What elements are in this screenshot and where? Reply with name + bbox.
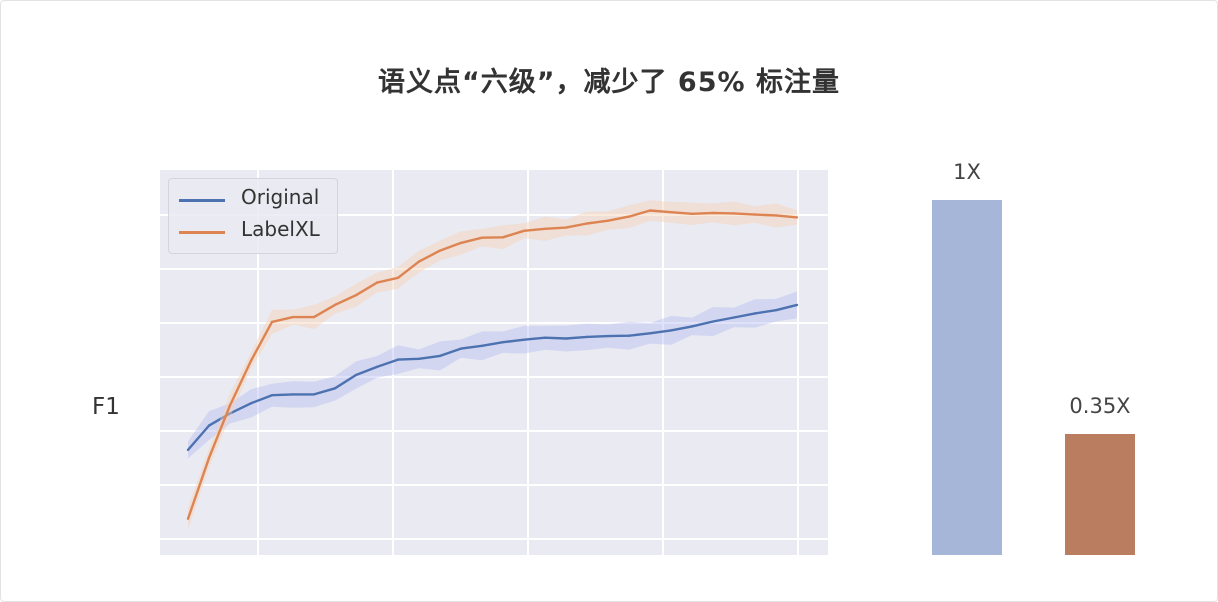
data-point-labelxl bbox=[753, 213, 757, 216]
data-point-original bbox=[459, 347, 463, 350]
data-point-labelxl bbox=[186, 517, 190, 520]
data-point-original bbox=[795, 303, 799, 307]
bar-data-label-original: 1X bbox=[953, 160, 981, 184]
data-point-original bbox=[480, 344, 484, 348]
data-point-original bbox=[564, 337, 568, 340]
data-point-original bbox=[333, 387, 337, 390]
data-point-original bbox=[375, 365, 379, 369]
series-line-original bbox=[187, 303, 798, 451]
data-point-original bbox=[228, 412, 232, 415]
data-point-original bbox=[585, 335, 589, 339]
legend-label-original: Original bbox=[241, 185, 320, 209]
bar-labelxl bbox=[1065, 434, 1135, 555]
data-point-original bbox=[690, 325, 694, 328]
data-point-original bbox=[270, 394, 274, 397]
data-point-original bbox=[312, 393, 316, 396]
data-point-labelxl bbox=[627, 215, 631, 218]
data-point-labelxl bbox=[312, 315, 316, 319]
data-point-original bbox=[543, 336, 547, 339]
data-point-labelxl bbox=[585, 222, 589, 225]
data-point-labelxl bbox=[438, 249, 442, 252]
data-point-original bbox=[648, 332, 652, 335]
legend: Original LabelXL bbox=[168, 178, 338, 254]
data-point-labelxl bbox=[270, 320, 274, 324]
data-point-labelxl bbox=[543, 227, 547, 230]
bar-data-label-labelxl: 0.35X bbox=[1069, 394, 1131, 418]
series-line-labelxl bbox=[186, 209, 798, 520]
data-point-labelxl bbox=[732, 212, 736, 215]
legend-label-labelxl: LabelXL bbox=[241, 217, 320, 241]
data-point-original bbox=[753, 312, 757, 315]
data-point-original bbox=[396, 358, 400, 361]
data-point-labelxl bbox=[396, 276, 400, 279]
data-point-original bbox=[417, 357, 421, 360]
legend-swatch-original bbox=[179, 199, 225, 202]
data-point-labelxl bbox=[522, 229, 526, 232]
data-point-original bbox=[354, 373, 358, 377]
data-point-original bbox=[249, 402, 253, 405]
data-point-labelxl bbox=[690, 212, 694, 215]
data-point-labelxl bbox=[795, 216, 799, 219]
data-point-labelxl bbox=[711, 211, 715, 215]
data-point-original bbox=[291, 393, 295, 396]
chart-title: 语义点“六级”，减少了 65% 标注量 bbox=[378, 67, 840, 98]
chart-canvas bbox=[160, 170, 1135, 555]
data-point-labelxl bbox=[207, 456, 211, 460]
data-point-labelxl bbox=[606, 219, 610, 222]
data-point-original bbox=[711, 320, 715, 323]
data-point-labelxl bbox=[480, 236, 484, 239]
data-point-labelxl bbox=[291, 315, 295, 319]
data-point-labelxl bbox=[417, 260, 421, 263]
data-point-original bbox=[438, 354, 442, 358]
data-point-labelxl bbox=[375, 281, 379, 284]
data-point-original bbox=[774, 308, 778, 312]
data-point-labelxl bbox=[459, 241, 463, 245]
data-point-original bbox=[732, 316, 736, 319]
data-point-labelxl bbox=[669, 210, 673, 214]
data-point-labelxl bbox=[228, 404, 232, 407]
data-point-original bbox=[501, 340, 505, 344]
data-point-original bbox=[627, 334, 631, 337]
data-point-labelxl bbox=[354, 293, 358, 297]
data-point-labelxl bbox=[564, 226, 568, 229]
data-point-labelxl bbox=[333, 303, 337, 307]
data-point-original bbox=[207, 424, 211, 427]
data-point-labelxl bbox=[501, 236, 505, 239]
data-point-original bbox=[606, 334, 610, 338]
bar-original bbox=[932, 200, 1002, 555]
data-point-original bbox=[522, 338, 526, 341]
legend-swatch-labelxl bbox=[179, 231, 225, 234]
y-axis-label: F1 bbox=[92, 394, 120, 420]
data-point-original bbox=[669, 329, 673, 332]
data-point-labelxl bbox=[648, 209, 652, 212]
data-point-labelxl bbox=[249, 359, 253, 362]
data-point-labelxl bbox=[774, 214, 778, 217]
data-point-original bbox=[186, 448, 190, 452]
